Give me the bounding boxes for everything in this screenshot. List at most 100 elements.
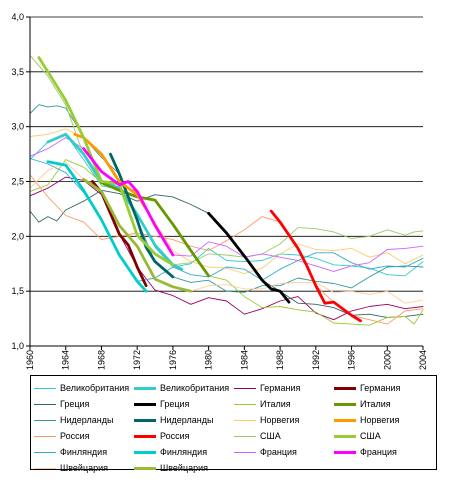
legend-item: Россия (34, 428, 134, 444)
x-tick-label: 1968 (96, 350, 106, 370)
series-line-21 (82, 177, 193, 293)
legend-item: Италия (334, 396, 434, 412)
chart-grid (30, 16, 423, 292)
legend-item: Франция (234, 444, 334, 460)
legend-label: Италия (260, 399, 291, 409)
legend-swatch (234, 451, 256, 453)
legend-item: Греция (34, 396, 134, 412)
legend-swatch (34, 451, 56, 453)
x-tick-label: 2004 (418, 350, 428, 370)
legend-label: Нидерланды (60, 415, 114, 425)
legend-swatch (34, 419, 56, 421)
legend-label: Франция (360, 447, 397, 457)
y-tick-label: 2,5 (11, 177, 24, 187)
y-tick-label: 2,0 (11, 231, 24, 241)
legend-label: Финляндия (160, 447, 208, 457)
legend-item: Финляндия (34, 444, 134, 460)
series-line-1 (46, 132, 184, 271)
x-tick-labels: 1960 1964 1968 1972 1976 1980 1984 1988 1992 1996… (25, 346, 428, 370)
series-line-4 (29, 189, 424, 318)
fertility-line-chart: 1,0 1,5 2,0 2,5 3,0 3,5 4,0 1960 1964 1968 1972 19… (11, 12, 428, 370)
legend-item: Великобритания (134, 380, 234, 396)
legend-swatch (334, 450, 356, 454)
legend-label: Россия (160, 431, 190, 441)
series-line-8 (29, 104, 424, 293)
x-tick-label: 1972 (132, 350, 142, 370)
legend-label: Италия (360, 399, 391, 409)
legend-item: Нидерланды (34, 412, 134, 428)
legend-swatch (234, 403, 256, 405)
x-tick-label: 1964 (61, 350, 71, 370)
legend-swatch (134, 402, 156, 406)
chart-series-group (29, 54, 424, 326)
legend-swatch (34, 467, 56, 469)
legend-item: Россия (134, 428, 234, 444)
legend-swatch (34, 403, 56, 405)
x-tick-label: 1992 (311, 350, 321, 370)
y-tick-label: 1,5 (11, 286, 24, 296)
x-tick-label: 2000 (382, 350, 392, 370)
legend-swatch (234, 387, 256, 389)
legend-label: Великобритания (160, 383, 230, 393)
legend-label: Германия (260, 383, 301, 393)
legend-label: Германия (360, 383, 401, 393)
legend-item: США (334, 428, 434, 444)
legend-item: Норвегия (334, 412, 434, 428)
series-line-19 (82, 147, 175, 257)
series-line-16 (29, 158, 424, 282)
legend-swatch (334, 418, 356, 422)
legend-item: Греция (134, 396, 234, 412)
legend-item: Германия (234, 380, 334, 396)
legend-label: Нидерланды (160, 415, 214, 425)
legend-swatch (234, 419, 256, 421)
series-line-9 (109, 152, 175, 279)
y-tick-label: 3,5 (11, 67, 24, 77)
x-tick-label: 1980 (204, 350, 214, 370)
series-line-14 (29, 54, 424, 266)
legend-item: США (234, 428, 334, 444)
legend-label: США (360, 431, 381, 441)
legend-swatch (34, 435, 56, 437)
legend-swatch (334, 402, 356, 406)
series-line-12 (29, 174, 424, 325)
legend-item: Финляндия (134, 444, 234, 460)
legend-swatch (134, 450, 156, 454)
series-line-15 (37, 56, 175, 267)
legend-label: Великобритания (60, 383, 130, 393)
legend-item: Италия (234, 396, 334, 412)
legend-swatch (334, 434, 356, 438)
legend-label: США (260, 431, 281, 441)
legend-label: Норвегия (360, 415, 400, 425)
legend-label: Россия (60, 431, 90, 441)
x-tick-label: 1960 (25, 350, 35, 370)
series-line-5 (207, 211, 291, 304)
legend-label: Финляндия (60, 447, 108, 457)
y-tick-labels: 1,0 1,5 2,0 2,5 3,0 3,5 4,0 (11, 12, 30, 351)
legend-item: Швейцария (34, 460, 134, 476)
x-tick-label: 1988 (275, 350, 285, 370)
y-tick-label: 1,0 (11, 341, 24, 351)
series-line-2 (29, 176, 424, 321)
legend-item: Германия (334, 380, 434, 396)
y-tick-label: 3,0 (11, 122, 24, 132)
legend-swatch (334, 386, 356, 390)
legend-item: Франция (334, 444, 434, 460)
legend-item: Великобритания (34, 380, 134, 396)
legend-grid: Великобритания Великобритания Германия Герм… (34, 380, 434, 476)
legend-label: Норвегия (260, 415, 300, 425)
legend-label: Швейцария (160, 463, 209, 473)
legend-swatch (134, 418, 156, 422)
series-line-13 (269, 209, 362, 323)
y-tick-label: 4,0 (11, 12, 24, 22)
chart-legend: Великобритания Великобритания Германия Герм… (30, 375, 437, 473)
legend-label: Франция (260, 447, 297, 457)
legend-swatch (34, 387, 56, 389)
series-line-17 (46, 160, 148, 293)
x-tick-label: 1984 (239, 350, 249, 370)
series-line-7 (100, 181, 211, 278)
legend-label: Греция (160, 399, 190, 409)
legend-swatch (134, 466, 156, 470)
legend-label: Швейцария (60, 463, 109, 473)
legend-item: Швейцария (134, 460, 234, 476)
x-tick-label: 1996 (347, 350, 357, 370)
